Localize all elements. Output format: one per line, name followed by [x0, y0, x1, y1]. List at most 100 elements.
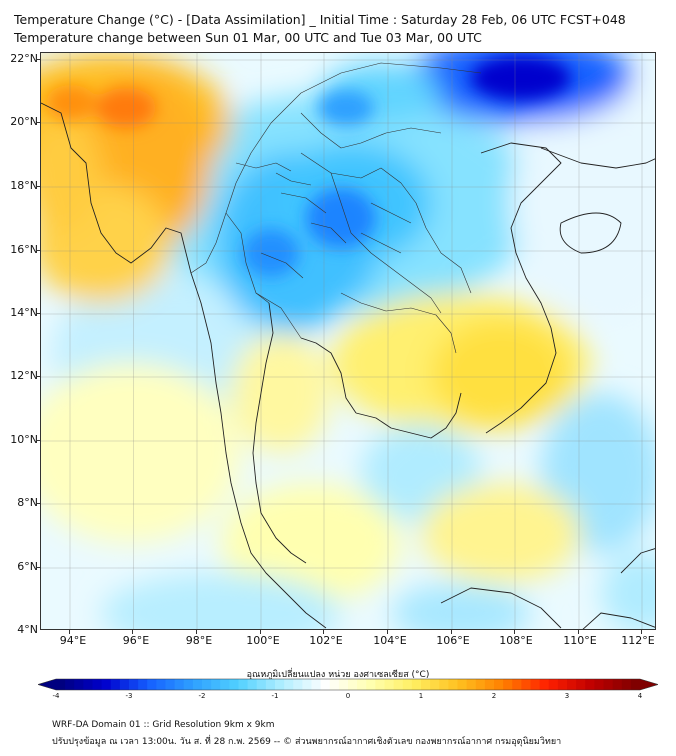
colorbar-cell	[603, 679, 614, 690]
colorbar-cell	[83, 679, 94, 690]
colorbar-cell	[247, 679, 258, 690]
colorbar-cell	[612, 679, 623, 690]
colorbar-cell	[585, 679, 595, 690]
lon-label: 106°E	[436, 634, 470, 647]
colorbar-cell	[457, 679, 468, 690]
colorbar	[38, 678, 658, 691]
colorbar-cell	[348, 679, 358, 690]
colorbar-cell	[475, 679, 486, 690]
colorbar-cell	[320, 679, 331, 690]
lat-tick	[36, 122, 40, 123]
colorbar-cell	[448, 679, 459, 690]
map-panel[interactable]	[40, 52, 656, 630]
colorbar-cell	[338, 679, 349, 690]
colorbar-cell	[439, 679, 449, 690]
lon-label: 94°E	[59, 634, 87, 647]
lat-tick	[36, 59, 40, 60]
colorbar-tick-label: 3	[564, 692, 570, 700]
colorbar-cell	[311, 679, 322, 690]
colorbar-cell	[548, 679, 559, 690]
colorbar-cell	[466, 679, 477, 690]
colorbar-tick-label: -3	[125, 692, 133, 700]
colorbar-cell	[138, 679, 148, 690]
lon-label: 100°E	[246, 634, 280, 647]
colorbar-cell	[119, 679, 130, 690]
colorbar-label: อุณหภูมิเปลี่ยนแปลง หน่วย องศาเซลเซียส (…	[246, 670, 430, 680]
lat-tick	[36, 250, 40, 251]
colorbar-cell	[92, 679, 103, 690]
colorbar-cell	[539, 679, 550, 690]
colorbar-cell	[630, 679, 641, 690]
colorbar-tick-label: 2	[491, 692, 497, 700]
chart-title: Temperature Change (°C) - [Data Assimila…	[14, 12, 626, 27]
colorbar-cell	[202, 679, 212, 690]
colorbar-cell	[366, 679, 376, 690]
colorbar-cell	[174, 679, 185, 690]
colorbar-cell	[211, 679, 221, 690]
lon-tick	[578, 630, 579, 634]
colorbar-extend-min	[38, 679, 56, 690]
lat-tick	[36, 376, 40, 377]
colorbar-cell	[265, 679, 276, 690]
colorbar-cell	[393, 679, 404, 690]
colorbar-cell	[421, 679, 431, 690]
colorbar-tick-label: 4	[637, 692, 643, 700]
lon-label: 110°E	[563, 634, 597, 647]
colorbar-extend-max	[640, 679, 658, 690]
lon-tick	[196, 630, 197, 634]
colorbar-cell	[384, 679, 395, 690]
lon-label: 112°E	[621, 634, 655, 647]
colorbar-cell	[192, 679, 203, 690]
colorbar-cell	[512, 679, 522, 690]
colorbar-cell	[329, 679, 340, 690]
lon-label: 98°E	[185, 634, 213, 647]
colorbar-cell	[101, 679, 112, 690]
lat-label: 12°N	[10, 369, 38, 382]
colorbar-cell	[494, 679, 504, 690]
lat-tick	[36, 313, 40, 314]
colorbar-cell	[521, 679, 532, 690]
colorbar-cell	[183, 679, 194, 690]
colorbar-cell	[156, 679, 167, 690]
colorbar-cell	[375, 679, 386, 690]
lon-tick	[641, 630, 642, 634]
lat-tick	[36, 567, 40, 568]
colorbar-cell	[129, 679, 139, 690]
colorbar-cell	[74, 679, 84, 690]
colorbar-tick-label: 1	[418, 692, 424, 700]
graticule	[41, 53, 655, 629]
colorbar-cell	[302, 679, 313, 690]
lat-label: 22°N	[10, 52, 38, 65]
lon-label: 96°E	[122, 634, 150, 647]
colorbar-cell	[147, 679, 157, 690]
chart-subtitle: Temperature change between Sun 01 Mar, 0…	[14, 30, 482, 45]
lat-label: 10°N	[10, 433, 38, 446]
country-borders	[190, 62, 482, 354]
colorbar-outline	[38, 678, 658, 691]
lat-label: 18°N	[10, 179, 38, 192]
temperature-change-map	[41, 53, 655, 629]
colorbar-cell	[275, 679, 285, 690]
lon-tick	[514, 630, 515, 634]
colorbar-cell	[238, 679, 249, 690]
colorbar-tick-label: -2	[198, 692, 206, 700]
colorbar-cell	[284, 679, 294, 690]
colorbar-cell	[402, 679, 413, 690]
lat-label: 14°N	[10, 306, 38, 319]
lon-tick	[69, 630, 70, 634]
lat-label: 8°N	[17, 496, 38, 509]
lat-tick	[36, 186, 40, 187]
colorbar-cell	[484, 679, 495, 690]
colorbar-cell	[430, 679, 440, 690]
colorbar-cell	[220, 679, 230, 690]
temperature-cores	[46, 56, 571, 277]
colorbar-cell	[567, 679, 577, 690]
colorbar-cell	[110, 679, 121, 690]
colorbar-cell	[357, 679, 367, 690]
colorbar-cell	[256, 679, 267, 690]
colorbar-cell	[65, 679, 75, 690]
colorbar-cell	[621, 679, 632, 690]
colorbar-cell	[56, 679, 66, 690]
lon-tick	[260, 630, 261, 634]
lat-label: 20°N	[10, 115, 38, 128]
